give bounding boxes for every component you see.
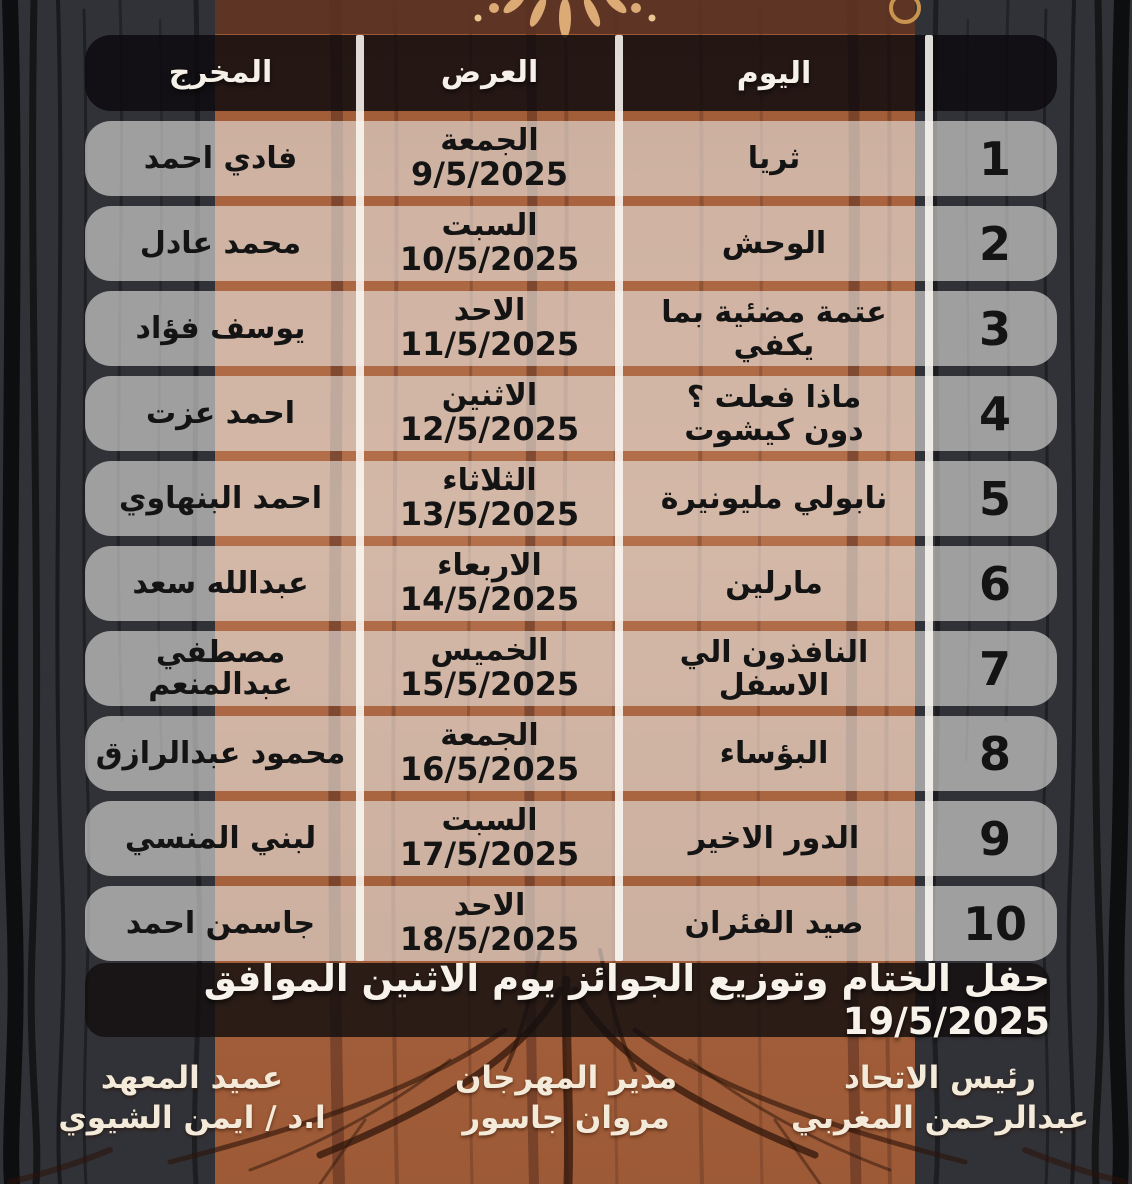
- signature-title: رئيس الاتحاد: [844, 1060, 1036, 1096]
- header-day: اليوم: [736, 55, 812, 91]
- row-number: 3: [978, 301, 1011, 356]
- show-title: ثريا: [747, 141, 801, 176]
- date-value: 16/5/2025: [399, 750, 580, 789]
- day-name: الثلاثاء: [442, 463, 537, 499]
- director-name: مصطفي عبدالمنعم: [148, 635, 293, 702]
- table-rows: 1 ثريا الجمعة 9/5/2025 فادي احمد 2 الوحش…: [85, 121, 1057, 961]
- show-date: الثلاثاء 13/5/2025: [364, 463, 615, 534]
- show-date: الجمعة 16/5/2025: [364, 718, 615, 789]
- signature-title: عميد المعهد: [100, 1060, 284, 1096]
- table-row: 2 الوحش السبت 10/5/2025 محمد عادل: [85, 206, 1057, 281]
- show-title: ماذا فعلت ؟ دون كيشوت: [684, 379, 864, 448]
- table-row: 1 ثريا الجمعة 9/5/2025 فادي احمد: [85, 121, 1057, 196]
- signature-festival-director: مدير المهرجان مروان جاسور: [396, 1058, 736, 1139]
- show-title: صيد الفئران: [684, 906, 864, 941]
- row-number: 2: [978, 216, 1011, 271]
- day-name: الاثنين: [441, 378, 538, 414]
- date-value: 14/5/2025: [399, 580, 580, 619]
- date-value: 13/5/2025: [399, 495, 580, 534]
- show-title: الدور الاخير: [688, 821, 860, 856]
- show-title: مارلين: [725, 566, 823, 601]
- director-name: جاسمن احمد: [125, 905, 316, 941]
- date-value: 18/5/2025: [399, 920, 580, 959]
- table-header: اليوم العرض المخرج: [85, 35, 1057, 111]
- show-date: الاحد 11/5/2025: [364, 293, 615, 364]
- day-name: الخميس: [430, 633, 549, 669]
- director-name: محمود عبدالرازق: [95, 735, 346, 771]
- show-title: الوحش: [721, 226, 827, 261]
- day-name: السبت: [441, 803, 538, 839]
- table-row: 10 صيد الفئران الاحد 18/5/2025 جاسمن احم…: [85, 886, 1057, 961]
- show-date: الاحد 18/5/2025: [364, 888, 615, 959]
- day-name: الاحد: [453, 888, 526, 924]
- signature-name: عبدالرحمن المغربي: [791, 1100, 1089, 1137]
- day-name: السبت: [441, 208, 538, 244]
- signature-title: مدير المهرجان: [454, 1060, 678, 1096]
- show-title: نابولي مليونيرة: [660, 481, 888, 516]
- director-name: لبني المنسي: [124, 820, 317, 856]
- director-name: عبدالله سعد: [132, 565, 309, 601]
- table-row: 9 الدور الاخير السبت 17/5/2025 لبني المن…: [85, 801, 1057, 876]
- table-row: 4 ماذا فعلت ؟ دون كيشوت الاثنين 12/5/202…: [85, 376, 1057, 451]
- show-date: الاثنين 12/5/2025: [364, 378, 615, 449]
- column-divider: [925, 35, 933, 961]
- show-title: النافذون الي الاسفل: [679, 634, 869, 703]
- row-number: 10: [962, 896, 1027, 951]
- row-number: 6: [978, 556, 1011, 611]
- director-name: احمد البنهاوي: [118, 480, 323, 516]
- day-name: الجمعة: [440, 123, 539, 159]
- date-value: 12/5/2025: [399, 410, 580, 449]
- director-name: احمد عزت: [145, 395, 296, 431]
- day-name: الجمعة: [440, 718, 539, 754]
- closing-ceremony-banner: حفل الختام وتوزيع الجوائز يوم الاثنين ال…: [85, 957, 1050, 1043]
- director-name: يوسف فؤاد: [135, 310, 306, 346]
- signature-union-president: رئيس الاتحاد عبدالرحمن المغربي: [770, 1058, 1110, 1139]
- show-date: الخميس 15/5/2025: [364, 633, 615, 704]
- row-number: 8: [978, 726, 1011, 781]
- table-row: 5 نابولي مليونيرة الثلاثاء 13/5/2025 احم…: [85, 461, 1057, 536]
- row-number: 1: [978, 131, 1011, 186]
- date-value: 17/5/2025: [399, 835, 580, 874]
- row-number: 9: [978, 811, 1011, 866]
- header-director: المخرج: [168, 55, 273, 91]
- show-date: السبت 10/5/2025: [364, 208, 615, 279]
- column-divider: [356, 35, 364, 961]
- row-number: 7: [978, 641, 1011, 696]
- date-value: 11/5/2025: [399, 325, 580, 364]
- date-value: 9/5/2025: [411, 155, 568, 194]
- signature-institute-dean: عميد المعهد ا.د / ايمن الشيوي: [22, 1058, 362, 1139]
- table-row: 6 مارلين الاربعاء 14/5/2025 عبدالله سعد: [85, 546, 1057, 621]
- date-value: 15/5/2025: [399, 665, 580, 704]
- signature-name: مروان جاسور: [462, 1100, 670, 1137]
- show-date: الاربعاء 14/5/2025: [364, 548, 615, 619]
- director-name: فادي احمد: [143, 140, 298, 176]
- trunk-top-band: [215, 0, 915, 34]
- schedule-table: اليوم العرض المخرج 1 ثريا الجمعة 9/5/202…: [85, 35, 1057, 961]
- header-show: العرض: [440, 54, 539, 90]
- show-title: عتمة مضئية بما يكفي: [661, 294, 887, 363]
- day-name: الاربعاء: [437, 548, 542, 584]
- row-number: 5: [978, 471, 1011, 526]
- day-name: الاحد: [453, 293, 526, 329]
- column-divider: [615, 35, 623, 961]
- show-date: الجمعة 9/5/2025: [364, 123, 615, 194]
- show-date: السبت 17/5/2025: [364, 803, 615, 874]
- table-row: 3 عتمة مضئية بما يكفي الاحد 11/5/2025 يو…: [85, 291, 1057, 366]
- date-value: 10/5/2025: [399, 240, 580, 279]
- row-number: 4: [978, 386, 1011, 441]
- table-row: 8 البؤساء الجمعة 16/5/2025 محمود عبدالرا…: [85, 716, 1057, 791]
- director-name: محمد عادل: [139, 225, 302, 261]
- show-title: البؤساء: [719, 736, 829, 771]
- signature-name: ا.د / ايمن الشيوي: [58, 1100, 326, 1137]
- table-row: 7 النافذون الي الاسفل الخميس 15/5/2025 م…: [85, 631, 1057, 706]
